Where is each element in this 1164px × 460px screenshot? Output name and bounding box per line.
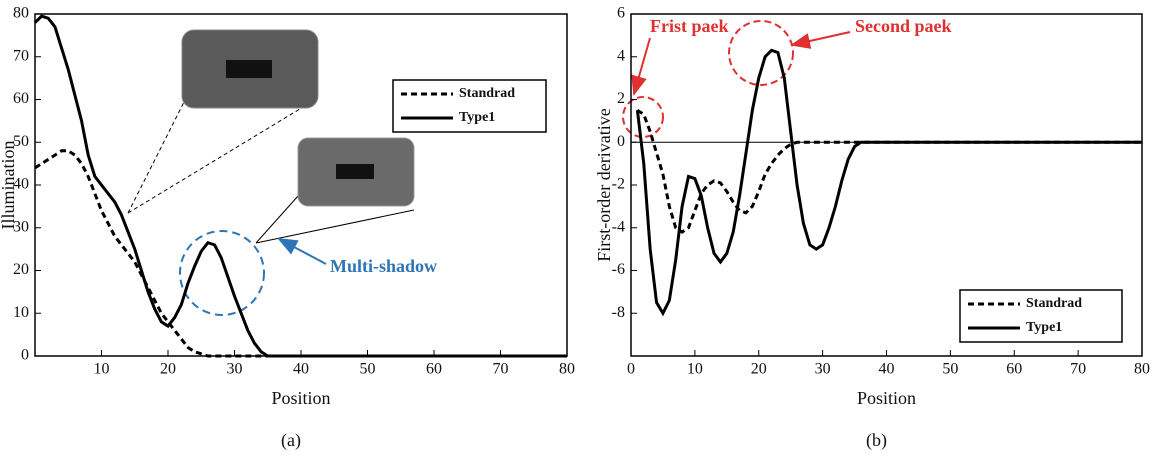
legend-label: Type1 xyxy=(459,110,495,125)
y-tick-label: 50 xyxy=(13,133,29,150)
y-tick-label: 0 xyxy=(21,347,29,364)
y-axis-label: First-order derivative xyxy=(594,108,614,261)
data-line xyxy=(635,48,1142,317)
y-tick-label: 40 xyxy=(13,176,29,193)
x-tick-label: 50 xyxy=(360,361,376,378)
legend-box xyxy=(392,79,547,133)
legend-label: Standrad xyxy=(459,86,515,101)
annotation: Frist paek xyxy=(650,16,729,36)
x-tick-label: 0 xyxy=(627,361,635,378)
x-tick-label: 10 xyxy=(687,361,703,378)
y-tick-label: 60 xyxy=(13,90,29,107)
inset-images xyxy=(127,29,415,244)
y-axis-label: Illumination xyxy=(0,141,18,230)
annotation: Second paek xyxy=(855,16,952,36)
y-tick-label: 70 xyxy=(13,47,29,64)
annotation-shapes xyxy=(179,20,851,316)
x-tick-label: 80 xyxy=(559,361,575,378)
legend-box xyxy=(959,289,1123,343)
y-tick-label: -6 xyxy=(612,261,625,278)
y-tick-label: 6 xyxy=(617,5,625,22)
x-tick-label: 10 xyxy=(94,361,110,378)
x-tick-label: 40 xyxy=(293,361,309,378)
y-tick-label: -2 xyxy=(612,176,625,193)
y-tick-label: 4 xyxy=(617,47,625,64)
y-tick-label: 10 xyxy=(13,304,29,321)
x-tick-label: 60 xyxy=(1006,361,1022,378)
x-tick-label: 30 xyxy=(815,361,831,378)
legend-label: Standrad xyxy=(1026,296,1082,311)
legend-label: Type1 xyxy=(1026,320,1062,335)
y-tick-label: -4 xyxy=(612,218,625,235)
x-axis-label: Position xyxy=(857,388,916,408)
x-tick-label: 20 xyxy=(160,361,176,378)
x-tick-label: 30 xyxy=(227,361,243,378)
x-tick-label: 80 xyxy=(1134,361,1150,378)
y-tick-label: 80 xyxy=(13,5,29,22)
x-tick-label: 50 xyxy=(942,361,958,378)
y-tick-label: 0 xyxy=(617,133,625,150)
annotation: Multi-shadow xyxy=(330,256,437,276)
x-tick-label: 40 xyxy=(879,361,895,378)
x-tick-label: 20 xyxy=(751,361,767,378)
y-tick-label: 2 xyxy=(617,90,625,107)
x-axis-label: Position xyxy=(271,388,330,408)
x-tick-label: 60 xyxy=(426,361,442,378)
data-line xyxy=(636,108,1142,234)
y-tick-label: 30 xyxy=(13,218,29,235)
data-line xyxy=(33,14,567,358)
caption: (a) xyxy=(281,430,301,451)
caption: (b) xyxy=(866,430,887,451)
x-tick-label: 70 xyxy=(1070,361,1086,378)
data-line xyxy=(34,149,567,358)
x-tick-label: 70 xyxy=(493,361,509,378)
y-tick-label: 20 xyxy=(13,261,29,278)
y-tick-label: -8 xyxy=(612,304,625,321)
